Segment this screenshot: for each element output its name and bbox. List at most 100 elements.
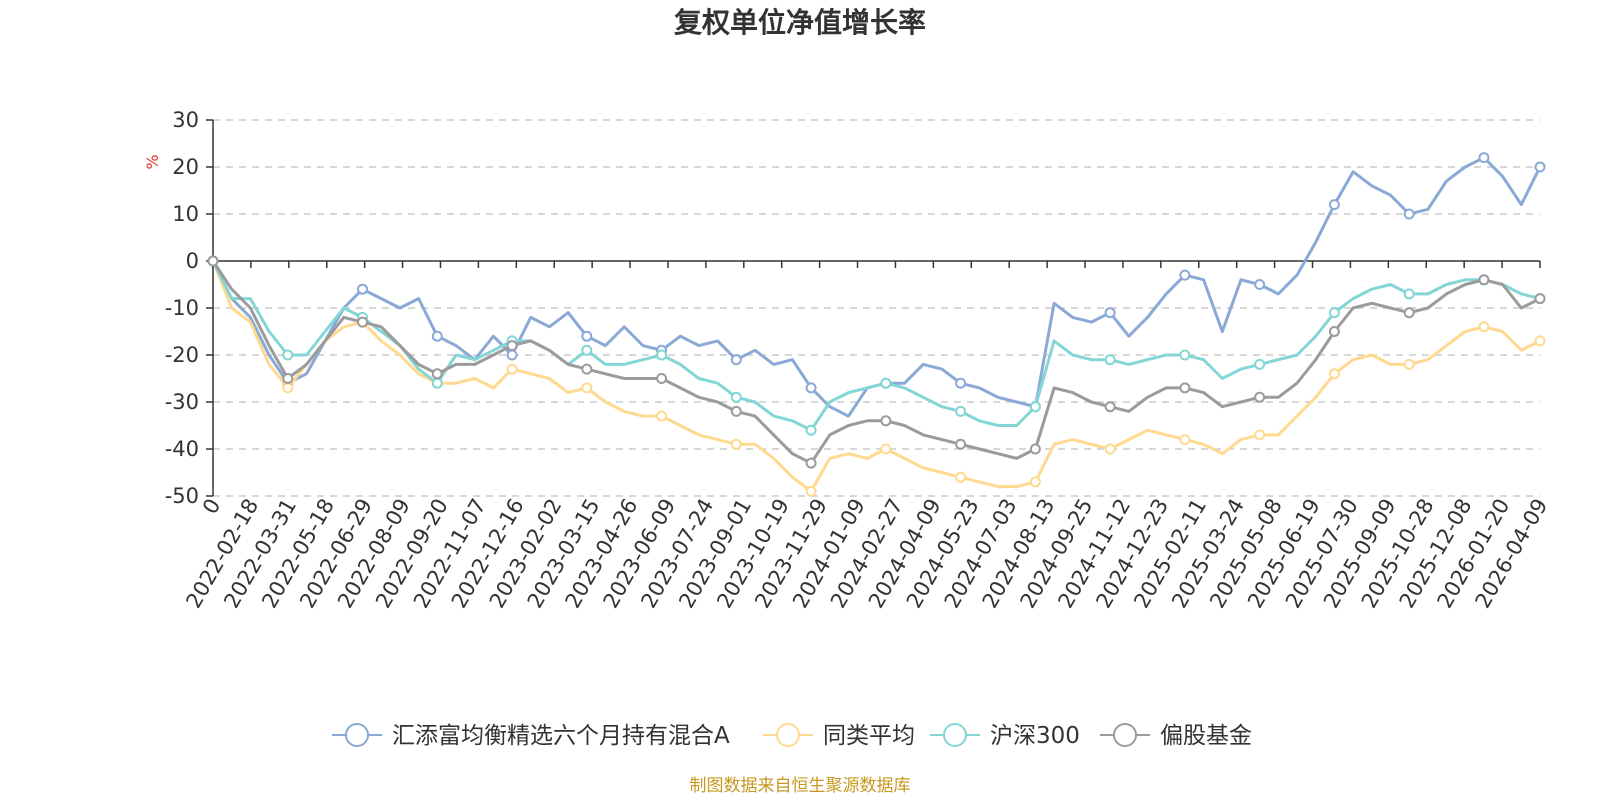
series-line bbox=[211, 260, 1541, 432]
y-tick-label: -20 bbox=[165, 343, 199, 367]
data-point bbox=[880, 443, 892, 455]
data-point bbox=[1104, 401, 1116, 413]
series-lines bbox=[207, 152, 1546, 497]
legend-item-0[interactable]: 汇添富均衡精选六个月持有混合A bbox=[332, 723, 730, 749]
data-point bbox=[1328, 199, 1340, 211]
data-point bbox=[431, 368, 443, 380]
legend-label: 同类平均 bbox=[823, 723, 915, 749]
data-point bbox=[1478, 274, 1490, 286]
legend-marker bbox=[943, 723, 967, 747]
data-point bbox=[730, 438, 742, 450]
data-point bbox=[1534, 293, 1546, 305]
data-point bbox=[1104, 354, 1116, 366]
data-point bbox=[431, 330, 443, 342]
y-tick-label: -40 bbox=[165, 437, 199, 461]
data-point bbox=[1029, 476, 1041, 488]
data-point bbox=[357, 316, 369, 328]
data-point bbox=[730, 391, 742, 403]
data-point bbox=[1534, 335, 1546, 347]
data-source-note: 制图数据来自恒生聚源数据库 bbox=[690, 776, 911, 796]
data-point bbox=[207, 255, 219, 267]
data-point bbox=[1254, 279, 1266, 290]
data-point bbox=[1328, 326, 1340, 337]
data-point bbox=[1104, 307, 1116, 319]
series-1 bbox=[207, 255, 1546, 497]
data-point bbox=[955, 405, 967, 417]
y-tick-label: 10 bbox=[172, 202, 199, 226]
y-tick-label: -50 bbox=[165, 484, 199, 508]
data-point bbox=[1328, 368, 1340, 380]
data-point bbox=[730, 354, 742, 366]
series-3 bbox=[207, 255, 1546, 469]
data-point bbox=[955, 438, 967, 450]
legend-item-1[interactable]: 同类平均 bbox=[763, 723, 915, 749]
data-point bbox=[1179, 382, 1191, 394]
data-point bbox=[581, 330, 593, 342]
y-tick-label: 0 bbox=[186, 249, 199, 273]
data-point bbox=[1029, 443, 1041, 455]
data-point bbox=[1179, 349, 1191, 361]
data-point bbox=[656, 410, 668, 422]
series-line bbox=[211, 260, 1541, 493]
y-axis-unit: % bbox=[143, 154, 162, 169]
x-tick-label: 0 bbox=[198, 495, 225, 519]
data-point bbox=[1179, 269, 1191, 281]
data-point bbox=[805, 424, 817, 436]
data-point bbox=[1328, 307, 1340, 319]
data-point bbox=[282, 382, 294, 394]
data-point bbox=[656, 349, 668, 361]
legend-label: 汇添富均衡精选六个月持有混合A bbox=[392, 723, 730, 749]
legend-marker bbox=[1113, 723, 1137, 747]
y-tick-label: 30 bbox=[172, 108, 199, 132]
series-2 bbox=[207, 255, 1546, 436]
data-point bbox=[1179, 434, 1191, 446]
data-point bbox=[1534, 161, 1546, 173]
data-point bbox=[880, 377, 892, 389]
data-point bbox=[730, 405, 742, 417]
data-point bbox=[1403, 358, 1415, 370]
data-point bbox=[1029, 401, 1041, 413]
legend[interactable]: 汇添富均衡精选六个月持有混合A 同类平均 沪深300 偏股基金 bbox=[332, 723, 1252, 749]
legend-marker bbox=[345, 723, 369, 747]
data-point bbox=[581, 382, 593, 394]
series-0 bbox=[207, 152, 1546, 418]
y-tick-label: -10 bbox=[165, 296, 199, 320]
data-point bbox=[1104, 443, 1116, 455]
data-point bbox=[1254, 391, 1266, 403]
y-tick-label: -30 bbox=[165, 390, 199, 414]
legend-label: 偏股基金 bbox=[1160, 723, 1252, 749]
data-point bbox=[581, 344, 593, 356]
data-point bbox=[1254, 429, 1266, 441]
data-point bbox=[282, 349, 294, 361]
data-point bbox=[955, 377, 967, 389]
y-tick-label: 20 bbox=[172, 155, 199, 179]
data-point bbox=[506, 363, 518, 375]
legend-item-3[interactable]: 偏股基金 bbox=[1100, 723, 1252, 749]
data-point bbox=[506, 340, 518, 352]
data-point bbox=[1478, 321, 1490, 333]
data-point bbox=[282, 373, 294, 384]
chart-title: 复权单位净值增长率 bbox=[674, 6, 926, 39]
legend-label: 沪深300 bbox=[990, 723, 1080, 749]
data-point bbox=[506, 349, 518, 361]
data-point bbox=[357, 283, 369, 295]
data-point bbox=[955, 471, 967, 483]
data-point bbox=[1403, 307, 1415, 319]
y-tick-labels: 30 20 10 0 -10 -20 -30 -40 -50 bbox=[165, 108, 213, 508]
data-point bbox=[1254, 358, 1266, 370]
data-point bbox=[805, 485, 817, 497]
data-point bbox=[431, 377, 443, 389]
grid-lines bbox=[213, 119, 1540, 497]
data-point bbox=[581, 363, 593, 375]
data-point bbox=[805, 457, 817, 469]
series-line bbox=[211, 156, 1542, 418]
data-point bbox=[1478, 152, 1490, 164]
data-point bbox=[1403, 208, 1415, 220]
data-point bbox=[656, 373, 668, 384]
legend-item-2[interactable]: 沪深300 bbox=[930, 723, 1080, 749]
data-point bbox=[880, 415, 892, 427]
data-point bbox=[1403, 288, 1415, 300]
legend-marker bbox=[776, 723, 800, 747]
data-point bbox=[805, 382, 817, 394]
